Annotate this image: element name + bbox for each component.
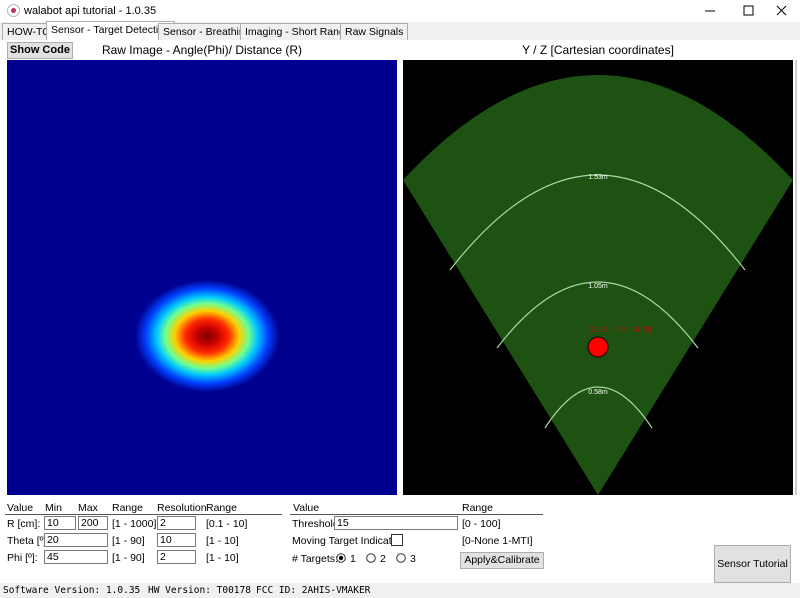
radio-label: 3 [410, 553, 416, 565]
range: [1 - 1000] [112, 518, 157, 530]
arc-label: 1.05m [588, 283, 608, 290]
input[interactable]: 2 [157, 550, 196, 564]
input[interactable]: 2 [157, 516, 196, 530]
title-bar [0, 0, 800, 22]
tab[interactable]: Raw Signals [340, 23, 409, 41]
radio[interactable] [396, 553, 406, 563]
input[interactable]: 15 [334, 516, 458, 530]
divider [5, 514, 282, 515]
input[interactable]: 10 [44, 516, 76, 530]
arc-label: 1.53m [588, 174, 608, 181]
header: Min [45, 502, 62, 514]
target [587, 336, 609, 358]
radio-label: 2 [380, 553, 386, 565]
target-label: [13.95, -0.66, 74.73] [589, 327, 652, 334]
arc-label: 0.58m [588, 389, 608, 396]
range-arc [544, 386, 653, 429]
show-code-button[interactable]: Show Code [7, 42, 73, 59]
range: [1 - 90] [112, 552, 145, 564]
input[interactable]: 200 [78, 516, 108, 530]
app-icon [7, 4, 20, 17]
header: Max [78, 502, 98, 514]
row-label: R [cm]: [7, 518, 41, 530]
param-label: Moving Target Indicator: [292, 535, 404, 547]
radio[interactable] [366, 553, 376, 563]
param-label: # Targets: [292, 553, 338, 565]
raw-image [7, 60, 397, 495]
param-label: Threshold: [292, 518, 342, 530]
cartesian-plot: 1.53m 1.05m 0.58m [13.95, -0.66, 74.73] [403, 60, 793, 495]
window-controls[interactable] [690, 0, 800, 22]
raw-image-title: Raw Image - Angle(Phi)/ Distance (R) [101, 43, 303, 57]
input[interactable]: 10 [157, 533, 196, 547]
range: [0.1 - 10] [206, 518, 248, 530]
tab[interactable]: HOW-TO [2, 23, 56, 41]
header: Range [462, 502, 493, 514]
range-arc [449, 174, 746, 271]
sensor-tutorial-button[interactable]: Sensor Tutorial [714, 545, 791, 583]
tab-active[interactable]: Sensor - Target Detection [46, 21, 175, 40]
tab[interactable]: Imaging - Short Range [240, 23, 356, 41]
window-title: walabot api tutorial - 1.0.35 [24, 5, 157, 17]
apply-button[interactable]: Apply&Calibrate [460, 552, 544, 569]
radio-selected[interactable] [336, 553, 346, 563]
scrollbar [795, 60, 797, 495]
range-arc [496, 281, 699, 349]
radio-label: 1 [350, 553, 356, 565]
status-text: HW Version: T00178 [148, 585, 251, 596]
cartesian-title: Y / Z [Cartesian coordinates] [522, 43, 674, 57]
header: Resolution [157, 502, 207, 514]
sector [403, 75, 793, 495]
checkbox[interactable] [391, 534, 403, 546]
status-bar: Software Version: 1.0.35 HW Version: T00… [0, 583, 800, 598]
header: Range [206, 502, 237, 514]
row-label: Theta [º]: [7, 535, 50, 547]
range: [1 - 10] [206, 535, 239, 547]
divider [290, 514, 543, 515]
status-text: FCC ID: 2AHIS-VMAKER [256, 585, 371, 596]
header: Value [293, 502, 320, 514]
input[interactable]: 20 [44, 533, 108, 547]
range: [1 - 10] [206, 552, 239, 564]
header: Value [7, 502, 34, 514]
row-label: Phi [º]: [7, 552, 38, 564]
range: [0 - 100] [462, 518, 501, 530]
header: Range [112, 502, 143, 514]
range: [1 - 90] [112, 535, 145, 547]
range: [0-None 1-MTI] [462, 535, 533, 547]
input[interactable]: 45 [44, 550, 108, 564]
status-text: Software Version: 1.0.35 [3, 585, 141, 596]
